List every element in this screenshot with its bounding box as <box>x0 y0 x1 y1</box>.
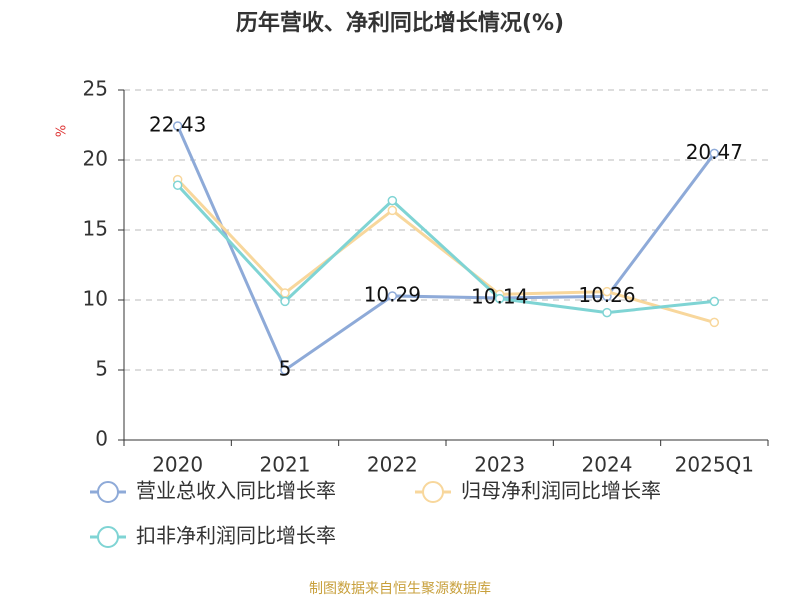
data-point <box>709 148 720 159</box>
source-note: 制图数据来自恒生聚源数据库 <box>309 581 491 597</box>
data-point <box>602 286 612 297</box>
data-label: 10.29 <box>364 282 421 306</box>
data-point <box>280 288 290 298</box>
data-label: 10.14 <box>471 285 528 309</box>
legend-marker <box>97 526 119 548</box>
x-tick-label: 2024 <box>582 453 633 477</box>
data-point <box>172 180 183 190</box>
y-tick-label: 5 <box>95 357 108 381</box>
data-point <box>494 293 505 304</box>
data-label: 22.43 <box>149 112 206 136</box>
x-tick-label: 2025Q1 <box>675 453 754 477</box>
legend-marker <box>97 481 119 503</box>
data-point <box>387 195 398 206</box>
data-point <box>602 307 612 318</box>
data-point <box>387 205 398 216</box>
y-tick-label: 10 <box>83 287 108 311</box>
data-point <box>709 296 720 307</box>
x-tick-label: 2022 <box>367 453 418 477</box>
data-point <box>387 291 398 301</box>
y-tick-label: 25 <box>83 77 108 101</box>
y-tick-label: 15 <box>83 217 108 241</box>
x-tick-label: 2020 <box>152 453 203 477</box>
chart-title: 历年营收、净利同比增长情况(%) <box>236 10 564 36</box>
legend-marker <box>422 481 444 503</box>
x-tick-label: 2021 <box>260 453 311 477</box>
series-line <box>176 125 716 373</box>
y-axis-label: % <box>55 125 70 137</box>
data-label: 20.47 <box>686 140 743 164</box>
data-label: 10.26 <box>578 283 635 307</box>
data-label: 5 <box>279 357 292 381</box>
legend-label: 营业总收入同比增长率 <box>136 479 336 503</box>
series-line <box>176 178 715 324</box>
y-tick-label: 20 <box>83 147 108 171</box>
y-tick-label: 0 <box>95 427 108 451</box>
legend-label: 归母净利润同比增长率 <box>461 479 661 503</box>
data-point <box>709 317 720 328</box>
legend-label: 扣非净利润同比增长率 <box>136 524 336 548</box>
data-point <box>280 365 290 375</box>
series-line <box>176 184 715 315</box>
data-point <box>172 121 183 131</box>
x-tick-label: 2023 <box>474 453 525 477</box>
data-point <box>280 296 290 307</box>
